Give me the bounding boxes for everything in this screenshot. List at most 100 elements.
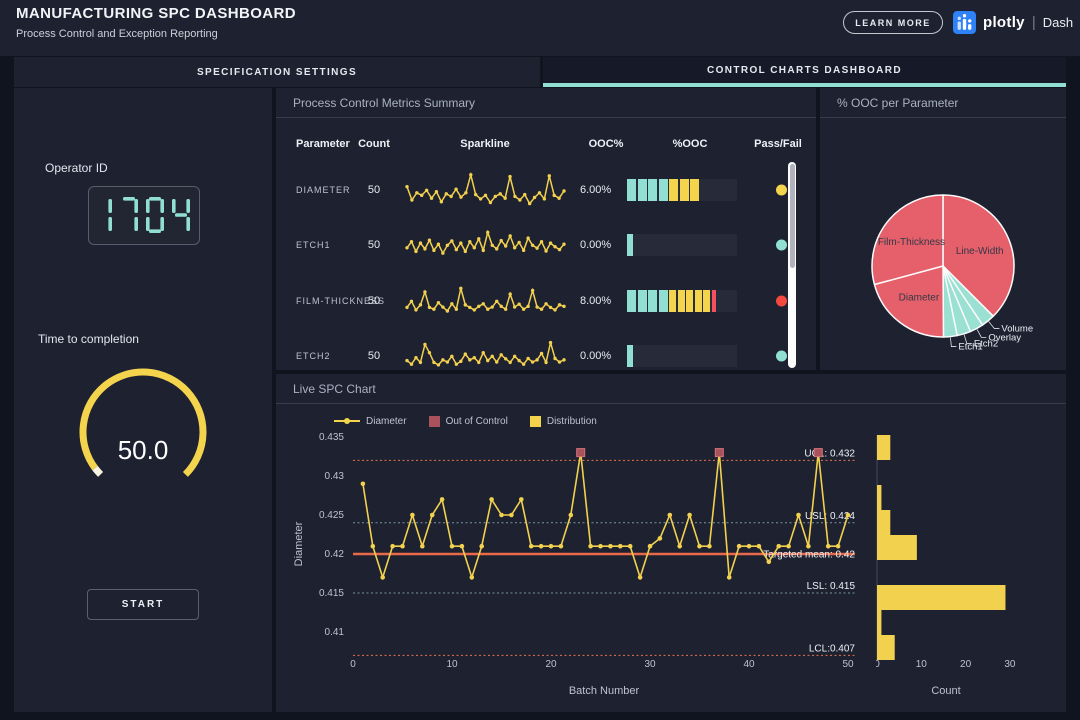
svg-text:Volume: Volume [1001, 324, 1033, 335]
col-header-parameter: Parameter [296, 138, 350, 150]
svg-text:10: 10 [916, 659, 928, 670]
pie-panel-title: % OOC per Parameter [837, 96, 959, 110]
divider [820, 117, 1066, 118]
sparkline-chart [403, 278, 568, 324]
svg-text:Count: Count [931, 685, 960, 697]
sparkline-chart [403, 222, 568, 268]
svg-text:LCL:0.407: LCL:0.407 [809, 643, 856, 654]
sparkline-chart [403, 167, 568, 213]
ooc-level-bar [627, 178, 737, 201]
pass-fail-indicator [776, 239, 787, 250]
spc-control-chart: UCL: 0.432 USL: 0.424 Targeted mean: 0.42 L… [276, 404, 876, 712]
svg-text:0.41: 0.41 [325, 627, 345, 638]
param-name: ETCH1 [296, 239, 331, 250]
ooc-percent: 6.00% [580, 183, 612, 196]
legend-label: Distribution [546, 415, 597, 427]
svg-text:0: 0 [350, 659, 356, 670]
table-row-etch2: ETCH2 50 0.00% [276, 328, 816, 370]
svg-text:Line-Width: Line-Width [956, 246, 1004, 257]
param-count: 50 [367, 294, 381, 307]
distribution-histogram: 0 10 20 30 Count [874, 404, 1066, 712]
tab-control-charts-dashboard[interactable]: CONTROL CHARTS DASHBOARD [543, 57, 1066, 87]
param-name: DIAMETER [296, 184, 351, 195]
legend-item-diameter: Diameter [334, 416, 407, 427]
page-subtitle: Process Control and Exception Reporting [16, 28, 218, 40]
red-square-swatch [428, 415, 440, 427]
line-marker-swatch [334, 418, 360, 424]
svg-text:Batch Number: Batch Number [569, 685, 640, 697]
operator-id-display [88, 186, 200, 245]
metrics-summary-panel: Process Control Metrics Summary Paramete… [276, 88, 816, 370]
quick-stats-panel: Operator ID Time to completion 50.0 STAR… [14, 88, 272, 712]
svg-text:UCL: 0.432: UCL: 0.432 [804, 448, 855, 459]
svg-text:Targeted mean: 0.42: Targeted mean: 0.42 [763, 550, 855, 561]
svg-text:0.415: 0.415 [319, 588, 344, 599]
pass-fail-indicator [776, 350, 787, 361]
ooc-percent: 0.00% [580, 238, 612, 251]
col-header-count: Count [358, 138, 390, 150]
ooc-percent: 0.00% [580, 349, 612, 362]
table-row-etch1: ETCH1 50 0.00% [276, 217, 816, 272]
progress-gauge: 50.0 [58, 347, 228, 517]
svg-text:30: 30 [1004, 659, 1016, 670]
ooc-level-bar [627, 233, 737, 256]
start-button[interactable]: START [87, 589, 199, 620]
pass-fail-indicator [776, 184, 787, 195]
table-scrollbar-thumb[interactable] [789, 164, 795, 268]
plotly-dash-logo: plotly | Dash [953, 10, 1073, 35]
ooc-level-bar [627, 289, 737, 312]
dash-wordmark: Dash [1042, 15, 1074, 30]
chart-legend: Diameter Out of Control Distribution [334, 414, 597, 428]
svg-text:20: 20 [545, 659, 557, 670]
svg-text:Etch1: Etch1 [958, 342, 982, 353]
learn-more-button[interactable]: LEARN MORE [843, 11, 943, 34]
svg-text:0: 0 [876, 659, 880, 670]
legend-label: Diameter [366, 415, 407, 427]
svg-text:LSL: 0.415: LSL: 0.415 [807, 581, 856, 592]
yellow-square-swatch [529, 415, 541, 427]
table-scrollbar[interactable] [788, 162, 796, 368]
spc-panel-title: Live SPC Chart [293, 382, 376, 396]
svg-text:Diameter: Diameter [899, 293, 940, 304]
tab-specification-settings[interactable]: SPECIFICATION SETTINGS [14, 57, 540, 87]
param-name: ETCH2 [296, 350, 331, 361]
svg-text:30: 30 [644, 659, 656, 670]
plotly-wordmark: plotly [983, 14, 1025, 31]
svg-text:Etch2: Etch2 [974, 338, 998, 349]
svg-text:Overlay: Overlay [988, 332, 1021, 343]
svg-text:0.425: 0.425 [319, 510, 344, 521]
banner: MANUFACTURING SPC DASHBOARD Process Cont… [0, 0, 1080, 56]
col-header-sparkline: Sparkline [460, 138, 510, 150]
svg-text:USL: 0.424: USL: 0.424 [805, 511, 855, 522]
svg-text:0.42: 0.42 [325, 549, 345, 560]
svg-text:50: 50 [842, 659, 854, 670]
pass-fail-indicator [776, 295, 787, 306]
svg-text:50.0: 50.0 [118, 435, 169, 465]
svg-text:10: 10 [446, 659, 458, 670]
svg-text:Diameter: Diameter [293, 521, 305, 566]
page-title: MANUFACTURING SPC DASHBOARD [16, 5, 296, 22]
table-row-diameter: DIAMETER 50 6.00% [276, 162, 816, 217]
svg-text:0.43: 0.43 [325, 471, 345, 482]
ooc-pie-panel: % OOC per Parameter Line-Width Volume Over… [820, 88, 1066, 370]
svg-text:40: 40 [743, 659, 755, 670]
divider [276, 117, 816, 118]
divider [276, 403, 1066, 404]
param-count: 50 [367, 238, 381, 251]
param-count: 50 [367, 349, 381, 362]
table-row-film-thickness: FILM-THICKNESS 50 8.00% [276, 273, 816, 328]
live-spc-panel: Live SPC Chart Diameter Out of Control D… [276, 374, 1066, 712]
legend-item-out-of-control: Out of Control [428, 415, 508, 427]
plotly-logo-icon [953, 11, 976, 34]
param-name: FILM-THICKNESS [296, 295, 386, 306]
operator-id-label: Operator ID [45, 161, 108, 175]
legend-label: Out of Control [445, 415, 508, 427]
led-digits [108, 197, 190, 233]
svg-text:Film-Thickness: Film-Thickness [878, 237, 945, 248]
time-to-completion-label: Time to completion [38, 332, 139, 346]
param-count: 50 [367, 183, 381, 196]
ooc-percent: 8.00% [580, 294, 612, 307]
col-header-ooc-pct: OOC% [588, 138, 624, 150]
logo-divider: | [1031, 14, 1036, 31]
